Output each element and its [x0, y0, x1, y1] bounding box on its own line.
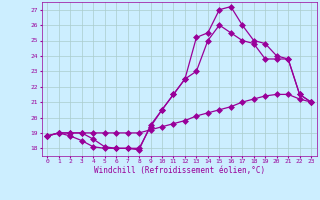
X-axis label: Windchill (Refroidissement éolien,°C): Windchill (Refroidissement éolien,°C) [94, 166, 265, 175]
